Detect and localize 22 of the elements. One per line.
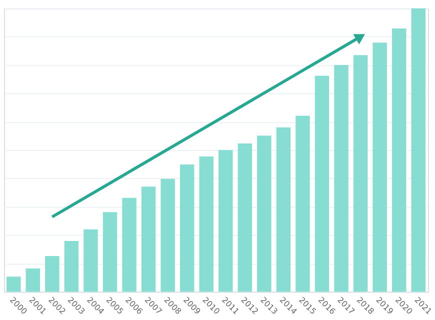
bar xyxy=(353,55,368,292)
bar xyxy=(180,164,194,292)
bar xyxy=(372,42,387,292)
bar xyxy=(314,76,330,292)
bar xyxy=(411,8,426,292)
bar xyxy=(122,198,136,292)
bar xyxy=(141,186,156,292)
bar xyxy=(257,136,272,292)
bar xyxy=(160,178,175,292)
bar xyxy=(218,150,233,292)
bar xyxy=(296,116,310,292)
bar xyxy=(6,276,21,292)
bar xyxy=(334,65,348,292)
bar xyxy=(84,229,98,292)
bar xyxy=(102,212,118,292)
bar xyxy=(64,240,79,292)
bar xyxy=(199,156,214,292)
bar xyxy=(392,28,406,292)
bar xyxy=(276,127,291,292)
bar xyxy=(238,144,252,292)
bar xyxy=(45,256,60,292)
bar xyxy=(26,268,40,292)
